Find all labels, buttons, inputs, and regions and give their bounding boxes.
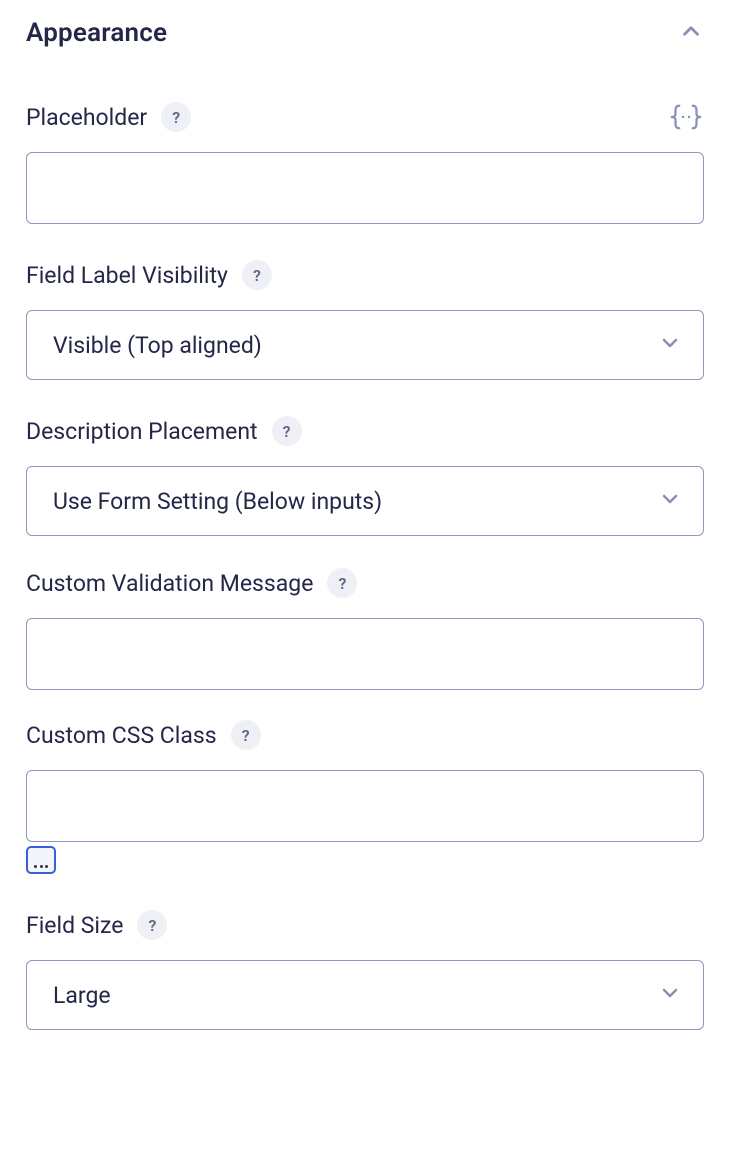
help-icon[interactable]: ? (161, 102, 191, 132)
section-title: Appearance (26, 18, 167, 48)
label-row: Custom CSS Class ? (26, 720, 704, 750)
field-label: Placeholder (26, 104, 147, 131)
section-header[interactable]: Appearance (26, 18, 704, 48)
css-class-picker-button[interactable] (26, 846, 56, 874)
label-row: Placeholder ? (26, 102, 704, 132)
help-icon[interactable]: ? (137, 910, 167, 940)
custom-validation-message-input[interactable] (26, 618, 704, 690)
help-icon[interactable]: ? (327, 568, 357, 598)
field-label: Custom Validation Message (26, 570, 313, 597)
field-custom-css-class: Custom CSS Class ? (26, 720, 704, 874)
field-placeholder: Placeholder ? (26, 102, 704, 224)
select-value: Use Form Setting (Below inputs) (53, 488, 382, 515)
field-size-select[interactable]: Large (26, 960, 704, 1030)
field-label: Field Label Visibility (26, 262, 228, 289)
description-placement-select[interactable]: Use Form Setting (Below inputs) (26, 466, 704, 536)
appearance-panel: Appearance Placeholder ? Field Label Vis… (0, 0, 730, 1030)
footer-fade (0, 1132, 730, 1172)
select-value: Large (53, 982, 111, 1009)
field-size: Field Size ? Large (26, 910, 704, 1030)
ellipsis-icon (34, 865, 48, 868)
label-row: Custom Validation Message ? (26, 568, 704, 598)
field-label: Field Size (26, 912, 123, 939)
field-label: Custom CSS Class (26, 722, 217, 749)
field-label: Description Placement (26, 418, 258, 445)
help-icon[interactable]: ? (272, 416, 302, 446)
field-description-placement: Description Placement ? Use Form Setting… (26, 416, 704, 536)
custom-css-class-input[interactable] (26, 770, 704, 842)
help-icon[interactable]: ? (231, 720, 261, 750)
label-row: Description Placement ? (26, 416, 704, 446)
label-row: Field Size ? (26, 910, 704, 940)
chevron-up-icon (678, 18, 704, 48)
merge-tag-icon[interactable] (668, 102, 704, 132)
help-icon[interactable]: ? (242, 260, 272, 290)
label-row: Field Label Visibility ? (26, 260, 704, 290)
field-custom-validation-message: Custom Validation Message ? (26, 568, 704, 690)
placeholder-input[interactable] (26, 152, 704, 224)
select-value: Visible (Top aligned) (53, 332, 262, 359)
field-label-visibility: Field Label Visibility ? Visible (Top al… (26, 260, 704, 380)
field-label-visibility-select[interactable]: Visible (Top aligned) (26, 310, 704, 380)
